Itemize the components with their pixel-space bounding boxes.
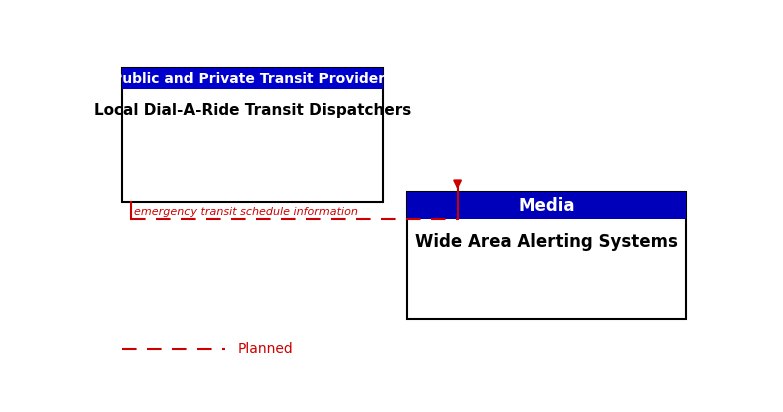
Text: Planned: Planned — [237, 342, 293, 356]
Text: emergency transit schedule information: emergency transit schedule information — [135, 207, 358, 217]
Bar — [122, 68, 383, 202]
Text: Media: Media — [518, 197, 576, 215]
Bar — [407, 192, 687, 319]
Text: Local Dial-A-Ride Transit Dispatchers: Local Dial-A-Ride Transit Dispatchers — [94, 103, 411, 118]
Bar — [122, 68, 383, 89]
Text: Wide Area Alerting Systems: Wide Area Alerting Systems — [416, 233, 678, 251]
Bar — [407, 192, 687, 219]
Text: Public and Private Transit Providers: Public and Private Transit Providers — [112, 72, 393, 86]
